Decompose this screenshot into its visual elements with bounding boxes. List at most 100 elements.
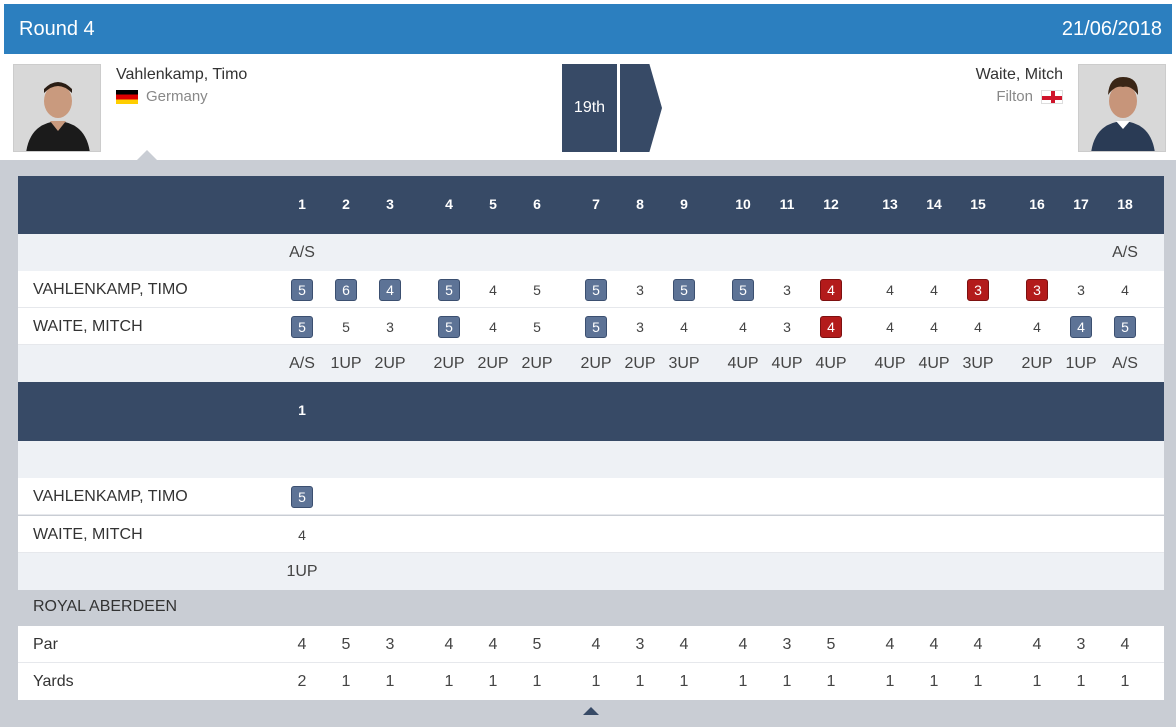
score-badge: 4: [1070, 315, 1092, 338]
par-hole-7: 4: [591, 635, 601, 653]
hole-number-9[interactable]: 9: [680, 196, 688, 212]
score-badge: 5: [291, 315, 313, 338]
par-hole-12: 5: [826, 635, 836, 653]
match-status-hole-3: 2UP: [374, 354, 406, 372]
yards-hole-14: 1: [929, 672, 939, 690]
start-status-5: [471, 234, 515, 271]
match-status-hole-10: 4UP: [727, 354, 759, 372]
p2-score-hole-10: 4: [721, 308, 765, 345]
p2-score-hole-3: 3: [368, 308, 412, 345]
score-value: 4: [886, 318, 894, 335]
p2-score-hole-8: 3: [618, 308, 662, 345]
hole-number-14[interactable]: 14: [926, 196, 942, 212]
par-hole-11: 3: [782, 635, 792, 653]
p2-score-hole-14: 4: [912, 308, 956, 345]
par-hole-18: 4: [1120, 635, 1130, 653]
collapse-arrow-icon[interactable]: [583, 707, 599, 715]
par-hole-9: 4: [679, 635, 689, 653]
extra-status-row-match: 1UP: [18, 553, 1164, 590]
score-badge: 5: [438, 278, 460, 301]
player-avatar-icon: [1079, 65, 1165, 151]
hole-number-6[interactable]: 6: [533, 196, 541, 212]
score-badge: 4: [379, 278, 401, 301]
round-header-bar: Round 4 21/06/2018: [4, 4, 1172, 54]
par-label: Par: [33, 636, 58, 653]
p1-score-hole-4: 5: [427, 271, 471, 308]
p1-score-hole-5: 4: [471, 271, 515, 308]
p2-score-hole-15: 4: [956, 308, 1000, 345]
player-name-right[interactable]: Waite, Mitch: [975, 66, 1063, 83]
yards-hole-2: 1: [341, 672, 351, 690]
score-badge: 5: [585, 315, 607, 338]
hole-number-10[interactable]: 10: [735, 196, 751, 212]
hole-number-13[interactable]: 13: [882, 196, 898, 212]
row-player-name: WAITE, MITCH: [33, 318, 143, 335]
score-badge: 5: [673, 278, 695, 301]
p1-score-hole-15: 3: [956, 271, 1000, 308]
match-status-hole-2: 1UP: [330, 354, 362, 372]
hole-number-11[interactable]: 11: [779, 196, 795, 212]
match-status-hole-8: 2UP: [624, 354, 656, 372]
p2-score-hole-16: 4: [1015, 308, 1059, 345]
start-status-10: [721, 234, 765, 271]
score-badge: 4: [820, 315, 842, 338]
hole-number-5[interactable]: 5: [489, 196, 497, 212]
status-row-start: A/S A/S: [18, 234, 1164, 271]
p1-score-hole-3: 4: [368, 271, 412, 308]
start-status-16: [1015, 234, 1059, 271]
par-hole-14: 4: [929, 635, 939, 653]
score-value: 4: [1121, 281, 1129, 298]
score-value: 3: [386, 318, 394, 335]
hole-number-1[interactable]: 1: [298, 196, 306, 212]
start-status-9: [662, 234, 706, 271]
yards-hole-3: 1: [385, 672, 395, 690]
p1-score-hole-1: 5: [280, 271, 324, 308]
match-status-hole-4: 2UP: [433, 354, 465, 372]
par-hole-4: 4: [444, 635, 454, 653]
hole-number-3[interactable]: 3: [386, 196, 394, 212]
score-value: 3: [636, 318, 644, 335]
score-value: 5: [342, 318, 350, 335]
hole-number-18[interactable]: 18: [1117, 196, 1133, 212]
player-name-left[interactable]: Vahlenkamp, Timo: [116, 66, 248, 83]
hole-number-8[interactable]: 8: [636, 196, 644, 212]
p2-score-hole-4: 5: [427, 308, 471, 345]
p1-score-hole-16: 3: [1015, 271, 1059, 308]
yards-hole-6: 1: [532, 672, 542, 690]
hole-number-16[interactable]: 16: [1029, 196, 1045, 212]
hole-number-4[interactable]: 4: [445, 196, 453, 212]
extra-hole-header: 1: [18, 382, 1164, 441]
par-hole-13: 4: [885, 635, 895, 653]
hole-number-12[interactable]: 12: [823, 196, 839, 212]
extra-status-row-start: [18, 441, 1164, 478]
match-status-hole-15: 3UP: [962, 354, 994, 372]
p1-score-hole-8: 3: [618, 271, 662, 308]
score-value: 5: [533, 318, 541, 335]
row-player-name: VAHLENKAMP, TIMO: [33, 488, 188, 505]
yards-hole-7: 1: [591, 672, 601, 690]
score-value: 4: [489, 318, 497, 335]
hole-number-17[interactable]: 17: [1073, 196, 1089, 212]
hole-number-7[interactable]: 7: [592, 196, 600, 212]
hole-number-15[interactable]: 15: [970, 196, 986, 212]
match-status-hole-17: 1UP: [1065, 354, 1097, 372]
match-header: Vahlenkamp, Timo Germany 19th Waite, Mit…: [4, 54, 1172, 160]
player-photo-left[interactable]: [13, 64, 101, 152]
row-player-name: VAHLENKAMP, TIMO: [33, 281, 188, 298]
start-status-3: [368, 234, 412, 271]
hole-number-2[interactable]: 2: [342, 196, 350, 212]
score-badge: 5: [1114, 315, 1136, 338]
player-photo-right[interactable]: [1078, 64, 1166, 152]
match-status-hole-11: 4UP: [771, 354, 803, 372]
par-hole-8: 3: [635, 635, 645, 653]
start-status-18: A/S: [1112, 243, 1138, 261]
match-status-hole-14: 4UP: [918, 354, 950, 372]
hole-number-1[interactable]: 1: [298, 402, 306, 418]
p1-score-hole-9: 5: [662, 271, 706, 308]
par-hole-1: 4: [297, 635, 307, 653]
score-badge: 4: [820, 278, 842, 301]
player-country-right: Filton: [996, 88, 1063, 105]
match-status-hole-16: 2UP: [1021, 354, 1053, 372]
p1-score-hole-18: 4: [1103, 271, 1147, 308]
par-hole-10: 4: [738, 635, 748, 653]
